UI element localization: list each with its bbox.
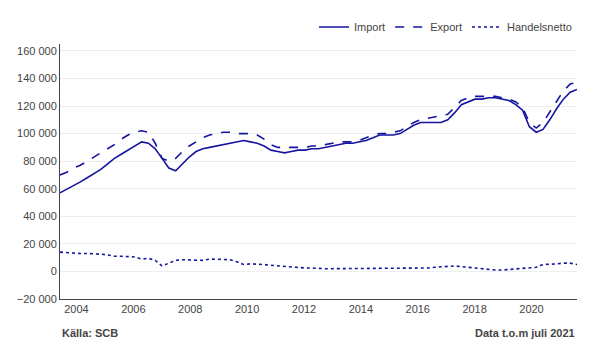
svg-text:2004: 2004 [64, 303, 88, 315]
svg-text:2008: 2008 [178, 303, 202, 315]
svg-text:40 000: 40 000 [23, 210, 57, 222]
svg-text:Handelsnetto: Handelsnetto [507, 21, 572, 33]
svg-text:Import: Import [354, 21, 385, 33]
svg-text:2010: 2010 [235, 303, 259, 315]
svg-text:100 000: 100 000 [17, 127, 57, 139]
svg-text:140 000: 140 000 [17, 72, 57, 84]
svg-text:2006: 2006 [121, 303, 145, 315]
svg-text:2014: 2014 [349, 303, 373, 315]
svg-text:Data t.o.m juli 2021: Data t.o.m juli 2021 [475, 327, 575, 339]
svg-text:60 000: 60 000 [23, 183, 57, 195]
svg-text:0: 0 [51, 265, 57, 277]
svg-text:2012: 2012 [292, 303, 316, 315]
svg-text:80 000: 80 000 [23, 155, 57, 167]
svg-text:Källa: SCB: Källa: SCB [62, 327, 118, 339]
svg-text:2016: 2016 [406, 303, 430, 315]
svg-text:−20 000: −20 000 [17, 293, 57, 305]
svg-text:2018: 2018 [462, 303, 486, 315]
svg-text:160 000: 160 000 [17, 45, 57, 57]
svg-text:20 000: 20 000 [23, 238, 57, 250]
svg-text:2020: 2020 [519, 303, 543, 315]
svg-text:120 000: 120 000 [17, 100, 57, 112]
svg-text:Export: Export [430, 21, 462, 33]
